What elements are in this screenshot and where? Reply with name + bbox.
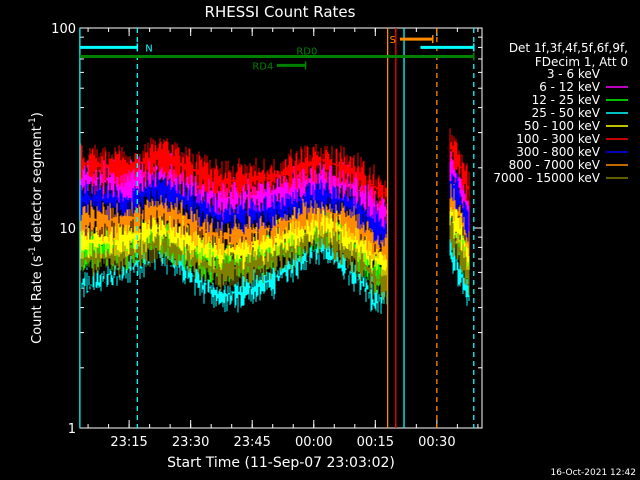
series-layer [80,128,470,314]
status-bar-label-rd0: RD0 [296,47,317,58]
x-tick-label: 23:30 [172,435,209,450]
legend-label: 25 - 50 keV [532,106,601,120]
y-tick-label: 1 [68,422,76,437]
legend-label: 50 - 100 keV [524,119,601,133]
legend-label: 300 - 800 keV [516,145,600,159]
legend-label: 100 - 300 keV [516,132,600,146]
status-bar-label-rd4: RD4 [252,61,273,72]
x-axis-label: Start Time (11-Sep-07 23:03:02) [167,455,395,471]
status-bar-label-n: N [145,43,152,54]
legend-header-line-1: Det 1f,3f,4f,5f,6f,9f, [509,41,628,55]
x-tick-label: 00:00 [295,435,332,450]
y-tick-label: 10 [59,222,76,237]
legend: Det 1f,3f,4f,5f,6f,9f, FDecim 1, Att 0 3… [493,41,628,185]
status-bars: N S RD0 RD4 [79,35,475,72]
legend-label: 6 - 12 keV [539,80,601,94]
x-tick-label: 00:15 [357,435,394,450]
series-100to300keV-trace [80,128,470,208]
timestamp: 16-Oct-2021 12:42 [551,468,636,478]
y-axis-label: Count Rate (s-1 detector segment-1) [28,112,45,344]
series-300to800keV-trace [80,162,470,248]
legend-label: 3 - 6 keV [547,67,601,81]
x-tick-label: 23:15 [110,435,147,450]
x-tick-label: 00:30 [418,435,455,450]
legend-label: 800 - 7000 keV [509,158,601,172]
legend-header-line-2: FDecim 1, Att 0 [535,55,628,69]
vertical-markers [79,28,475,428]
series-800to7000keV-trace [80,177,470,261]
status-bar-label-s: S [390,35,396,46]
y-tick-label: 100 [51,22,76,37]
x-axis: 23:15 23:30 23:45 00:00 00:15 00:30 [87,28,479,450]
x-tick-label: 23:45 [233,435,270,450]
chart-title: RHESSI Count Rates [205,3,356,21]
legend-label: 12 - 25 keV [532,93,601,107]
legend-label: 7000 - 15000 keV [493,171,600,185]
